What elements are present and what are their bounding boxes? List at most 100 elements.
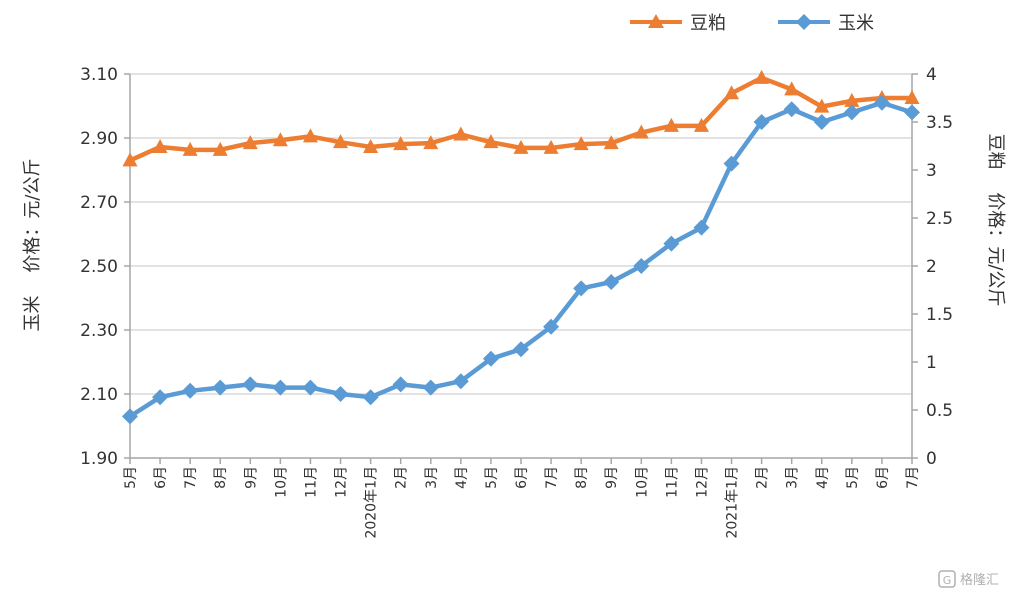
category-label: 5月 [484, 466, 500, 489]
diamond-point [904, 104, 920, 121]
category-label: 8月 [574, 466, 590, 489]
right-tick-label: 0 [926, 449, 937, 469]
category-label: 5月 [123, 466, 139, 489]
diamond-point [513, 341, 529, 358]
right-tick-label: 2 [926, 257, 937, 277]
diamond-point [452, 373, 469, 390]
triangle-point [483, 134, 499, 149]
diamond-point [723, 155, 740, 172]
triangle-point [242, 135, 258, 150]
right-tick-label: 3.5 [926, 113, 953, 133]
diamond-point [633, 258, 650, 274]
diamond-point [753, 114, 770, 130]
left-axis-ticks: 1.90 2.10 2.30 2.50 2.70 2.90 3.10 [80, 65, 130, 469]
category-label: 2020年1月 [364, 466, 380, 539]
triangle-point [693, 117, 709, 132]
category-label: 3月 [785, 466, 801, 489]
diamond-point [843, 104, 860, 121]
diamond-point [182, 382, 199, 399]
diamond-point [693, 219, 710, 236]
logo-glyph: G [943, 574, 952, 587]
triangle-point [814, 98, 830, 113]
category-label: 2月 [394, 466, 410, 489]
left-tick-label: 2.90 [80, 129, 118, 149]
category-label: 4月 [815, 466, 831, 489]
diamond-point [422, 379, 439, 396]
triangle-point [784, 81, 800, 96]
triangle-marker-icon [648, 14, 664, 28]
triangle-point [363, 138, 379, 153]
category-label: 9月 [243, 466, 259, 489]
category-label: 6月 [875, 466, 891, 489]
triangle-point [212, 141, 228, 156]
right-axis-ticks: 0 0.5 1 1.5 2 2.5 3 3.5 4 [912, 65, 953, 469]
series-corn [122, 94, 920, 425]
triangle-point [543, 139, 559, 154]
diamond-point [813, 114, 830, 130]
triangle-point [333, 134, 349, 149]
diamond-point [302, 379, 319, 396]
category-label: 7月 [544, 466, 560, 489]
category-label: 9月 [604, 466, 620, 489]
left-tick-label: 2.70 [80, 193, 118, 213]
category-label: 7月 [905, 466, 921, 489]
category-label: 11月 [303, 466, 319, 498]
triangle-point [724, 85, 740, 100]
triangle-point [122, 152, 138, 167]
gelonghui-logo-icon [938, 570, 956, 588]
triangle-point [573, 136, 589, 151]
watermark: G 格隆汇 [938, 570, 999, 588]
right-tick-label: 4 [926, 65, 937, 85]
triangle-point [182, 141, 198, 156]
triangle-point [393, 136, 409, 151]
left-tick-label: 1.90 [80, 449, 118, 469]
right-tick-label: 1.5 [926, 305, 953, 325]
series [122, 69, 920, 425]
diamond-point [362, 389, 379, 406]
diamond-point [152, 389, 169, 406]
right-axis-title: 豆粕 价格：元/公斤 [985, 134, 1006, 307]
watermark-text: 格隆汇 [960, 572, 999, 588]
triangle-point [754, 69, 770, 84]
category-label: 2月 [755, 466, 771, 489]
right-tick-label: 3 [926, 161, 937, 181]
category-label: 3月 [424, 466, 440, 489]
diamond-point [543, 318, 560, 335]
category-label: 7月 [183, 466, 199, 489]
right-tick-label: 2.5 [926, 209, 953, 229]
diamond-point [482, 350, 499, 367]
triangle-point [152, 138, 168, 153]
triangle-point [633, 124, 649, 139]
triangle-point [603, 135, 619, 150]
category-label: 10月 [273, 466, 289, 498]
diamond-marker-icon [796, 14, 812, 30]
diamond-point [392, 376, 409, 393]
diamond-point [332, 386, 349, 402]
category-label: 6月 [514, 466, 530, 489]
left-axis-title: 玉米 价格：元/公斤 [22, 159, 43, 332]
legend-label-soymeal: 豆粕 [690, 13, 726, 34]
series-soymeal [122, 69, 920, 167]
right-tick-label: 0.5 [926, 401, 953, 421]
left-tick-label: 2.30 [80, 321, 118, 341]
right-tick-label: 1 [926, 353, 937, 373]
diamond-point [242, 376, 259, 393]
category-label: 11月 [664, 466, 680, 498]
diamond-point [603, 274, 620, 290]
left-tick-label: 3.10 [80, 65, 118, 85]
left-tick-label: 2.50 [80, 257, 118, 277]
diamond-point [873, 94, 890, 111]
legend-label-corn: 玉米 [838, 13, 874, 34]
triangle-point [272, 132, 288, 147]
diamond-point [212, 379, 229, 396]
triangle-point [904, 90, 920, 104]
left-tick-label: 2.10 [80, 385, 118, 405]
category-label: 4月 [454, 466, 470, 489]
legend-item-corn: 玉米 [778, 13, 874, 34]
gridlines [130, 73, 912, 395]
category-label: 5月 [845, 466, 861, 489]
category-axis-ticks: 5月 6月 7月 8月 9月 10月 11月 12月 2020年1月 2月 3月 4月 5月 6月 7月 8月… [123, 458, 921, 539]
triangle-point [453, 126, 469, 141]
diamond-point [272, 379, 289, 396]
